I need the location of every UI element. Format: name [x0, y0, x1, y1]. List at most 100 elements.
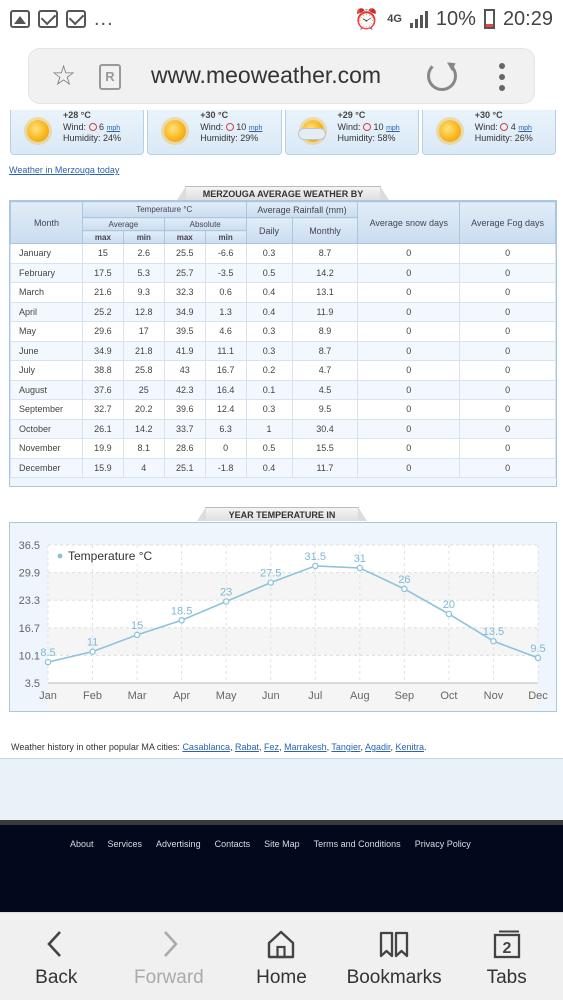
cell-daily: 0.2: [245, 360, 293, 381]
cell-month: December: [10, 457, 83, 478]
cell-daily: 1: [245, 418, 293, 439]
cell-avg-min: 4: [122, 457, 165, 478]
table-row: July 38.8 25.8 43 16.7 0.2 4.7 0 0: [10, 360, 556, 381]
forecast-day[interactable]: +28 °C Wind: 6 mph Humidity: 24%: [10, 110, 145, 155]
col-snow: Average snow days: [357, 201, 461, 244]
forecast-day[interactable]: +29 °C Wind: 10 mph Humidity: 58%: [284, 110, 419, 155]
temperature-series-line: [47, 565, 539, 663]
browser-toolbar: ☆ R www.meoweather.com: [0, 38, 563, 110]
cell-monthly: 4.5: [291, 379, 359, 400]
sun-icon: [438, 120, 461, 142]
cell-avg-max: 19.9: [81, 438, 124, 459]
bookmark-star-icon[interactable]: ☆: [51, 60, 77, 91]
back-button[interactable]: Back: [0, 913, 113, 1000]
status-bar: ... ⏰ 4G 10% 20:29: [0, 0, 563, 38]
city-link[interactable]: Tangier: [331, 742, 361, 752]
y-tick-label: 16.7: [19, 623, 40, 635]
alarm-icon: ⏰: [354, 8, 380, 31]
cell-abs-min: 6.3: [204, 418, 247, 439]
footer-link[interactable]: Terms and Conditions: [313, 839, 401, 849]
footer-link[interactable]: Services: [107, 839, 143, 849]
footer-link[interactable]: Advertising: [156, 839, 201, 849]
reader-mode-icon[interactable]: R: [99, 64, 121, 90]
cell-daily: 0.5: [245, 438, 293, 459]
cell-abs-min: 0.6: [204, 282, 247, 303]
cell-avg-max: 15: [81, 243, 124, 264]
city-link[interactable]: Fez: [264, 742, 280, 752]
data-label: 20: [443, 599, 455, 611]
wind-direction-icon: [88, 123, 97, 131]
forecast-wind: Wind: 10 mph: [337, 122, 400, 132]
city-link[interactable]: Rabat: [234, 742, 260, 752]
x-tick-label: Nov: [484, 690, 504, 702]
legend-marker: [57, 553, 63, 559]
tabs-label: Tabs: [486, 967, 527, 988]
cell-month: March: [10, 282, 83, 303]
cell-snow: 0: [357, 457, 461, 478]
forecast-humidity: Humidity: 29%: [200, 133, 259, 143]
col-fog: Average Fog days: [459, 201, 556, 244]
page-bottom-area: [0, 758, 563, 820]
bookmarks-icon: [379, 931, 409, 958]
col-daily: Daily: [245, 217, 293, 244]
table-row: April 25.2 12.8 34.9 1.3 0.4 11.9 0 0: [10, 301, 556, 322]
table-row: October 26.1 14.2 33.7 6.3 1 30.4 0 0: [10, 418, 556, 439]
cell-fog: 0: [459, 438, 556, 459]
cell-snow: 0: [357, 340, 461, 361]
tabs-button[interactable]: 2 Tabs: [450, 913, 563, 1000]
footer-link[interactable]: Site Map: [264, 839, 300, 849]
data-point: [267, 579, 274, 586]
forecast-day[interactable]: +30 °C Wind: 4 mph Humidity: 26%: [421, 110, 556, 155]
url-text[interactable]: www.meoweather.com: [151, 62, 382, 88]
footer-link[interactable]: Privacy Policy: [414, 839, 471, 849]
forecast-humidity: Humidity: 24%: [63, 133, 122, 143]
cell-avg-min: 17: [122, 321, 165, 342]
data-label: 18.5: [171, 605, 192, 617]
footer-link[interactable]: Contacts: [214, 839, 251, 849]
forecast-humidity: Humidity: 26%: [474, 133, 533, 143]
x-tick-label: Sep: [395, 690, 415, 702]
forecast-temp: +30 °C: [474, 110, 503, 120]
cell-month: June: [10, 340, 83, 361]
table-row: February 17.5 5.3 25.7 -3.5 0.5 14.2 0 0: [10, 262, 556, 283]
city-link[interactable]: Marrakesh: [284, 742, 327, 752]
forward-button[interactable]: Forward: [113, 913, 226, 1000]
col-monthly: Monthly: [291, 217, 359, 244]
cell-avg-min: 12.8: [122, 301, 165, 322]
cell-abs-max: 25.1: [163, 457, 206, 478]
bookmarks-button[interactable]: Bookmarks: [338, 913, 451, 1000]
address-bar[interactable]: ☆ R www.meoweather.com: [28, 48, 535, 104]
cell-abs-min: 16.7: [204, 360, 247, 381]
city-link[interactable]: Agadir: [364, 742, 391, 752]
cell-monthly: 13.1: [291, 282, 359, 303]
city-link[interactable]: Casablanca: [182, 742, 230, 752]
cell-fog: 0: [459, 243, 556, 264]
y-tick-label: 3.5: [25, 678, 40, 690]
cell-daily: 0.4: [245, 457, 293, 478]
x-tick-label: Apr: [173, 690, 190, 702]
city-link[interactable]: Kenitra: [395, 742, 425, 752]
cell-avg-min: 2.6: [122, 243, 165, 264]
web-page: +28 °C Wind: 6 mph Humidity: 24% +30 °C …: [0, 110, 563, 820]
weather-today-link[interactable]: Weather in Merzouga today: [9, 165, 120, 175]
cell-fog: 0: [459, 457, 556, 478]
back-label: Back: [35, 967, 78, 988]
cell-abs-min: 0: [204, 438, 247, 459]
cell-fog: 0: [459, 418, 556, 439]
browser-menu-icon[interactable]: [499, 63, 505, 91]
forecast-day[interactable]: +30 °C Wind: 10 mph Humidity: 29%: [147, 110, 282, 155]
wind-direction-icon: [500, 123, 509, 131]
data-label: 11: [87, 637, 98, 649]
reload-icon[interactable]: [427, 61, 457, 91]
home-button[interactable]: Home: [225, 913, 338, 1000]
cell-avg-min: 14.2: [122, 418, 165, 439]
data-label: 8.5: [40, 647, 55, 659]
x-tick-label: May: [216, 690, 237, 702]
cell-abs-min: -1.8: [204, 457, 247, 478]
cell-abs-max: 28.6: [163, 438, 206, 459]
footer-link[interactable]: About: [70, 839, 94, 849]
data-point: [312, 562, 319, 570]
x-tick-label: Jun: [262, 690, 280, 702]
cell-monthly: 15.5: [291, 438, 359, 459]
cell-monthly: 8.7: [291, 340, 359, 361]
